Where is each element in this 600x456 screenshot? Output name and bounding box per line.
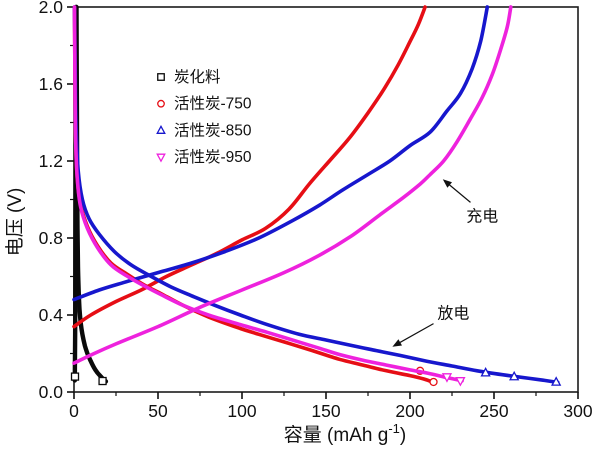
annotation-charge: 充电 (442, 179, 498, 226)
annotation-arrowhead (392, 339, 402, 347)
series-ac-950-charge-curve (72, 5, 513, 365)
x-tick-label: 100 (227, 401, 256, 421)
x-tick-label: 50 (148, 401, 168, 421)
y-axis-title: 电压 (V) (4, 188, 26, 257)
circle-marker (429, 377, 438, 387)
annotation-arrow-line (397, 323, 434, 345)
square-marker (98, 376, 107, 386)
series-ac-850-discharge-curve (72, 5, 560, 385)
x-tick-label: 0 (69, 401, 79, 421)
series-ac-950 (72, 5, 513, 387)
annotation-discharge: 放电 (392, 305, 469, 347)
legend-label-ac-850: 活性炭-850 (174, 121, 252, 139)
y-tick-label: 0.4 (39, 305, 64, 325)
triangle-down-marker (156, 153, 166, 163)
legend-label-ac-750: 活性炭-750 (174, 95, 252, 113)
x-tick-label: 200 (395, 401, 424, 421)
annotation-arrow-line (446, 182, 471, 203)
y-tick-label: 0.0 (39, 382, 64, 402)
annotation-text-discharge: 放电 (437, 305, 469, 323)
y-tick-label: 2.0 (39, 0, 64, 17)
triangle-down-marker (441, 373, 453, 383)
annotation-text-charge: 充电 (466, 208, 498, 226)
triangle-up-marker (480, 367, 491, 377)
x-tick-label: 150 (311, 401, 340, 421)
triangle-up-marker (156, 125, 166, 134)
triangle-down-marker (455, 377, 466, 387)
square-marker (70, 372, 80, 381)
x-axis: 0 50 100 150 200 250 300 (69, 392, 593, 421)
series-ac-850 (72, 5, 562, 386)
y-tick-label: 0.8 (39, 228, 63, 248)
x-tick-label: 250 (479, 401, 508, 421)
y-axis: 0.0 0.4 0.8 1.2 1.6 2.0 (39, 0, 74, 402)
y-tick-label: 1.6 (39, 74, 63, 94)
y-tick-label: 1.2 (39, 151, 63, 171)
legend-label-ac-950: 活性炭-950 (174, 148, 252, 166)
series-ac-750-charge-curve (72, 5, 427, 329)
x-axis-title: 容量 (mAh g-1) (284, 421, 406, 446)
series-ac-750-discharge-curve (72, 5, 436, 385)
legend-label-carbonized: 炭化料 (174, 68, 221, 86)
x-tick-label: 300 (563, 401, 592, 421)
triangle-up-marker (551, 376, 562, 386)
triangle-up-marker (509, 370, 520, 381)
annotation-arrowhead (442, 179, 452, 188)
square-marker (157, 73, 165, 81)
series-ac-850-charge-curve (72, 5, 490, 302)
circle-marker (157, 99, 165, 108)
